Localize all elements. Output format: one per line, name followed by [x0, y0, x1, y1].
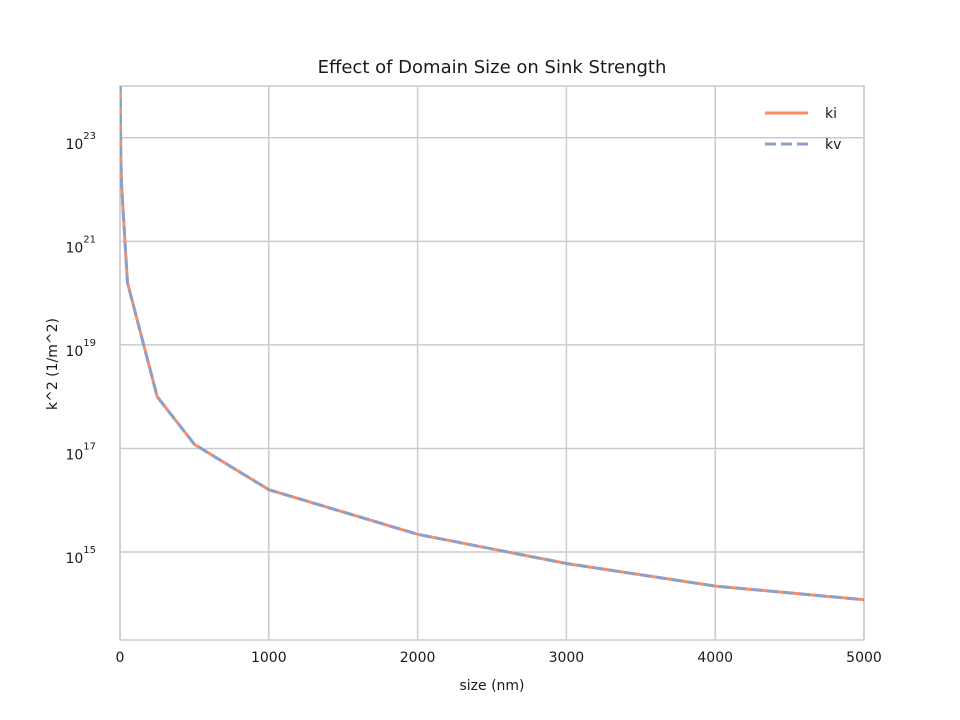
y-tick-label: 1015 [65, 545, 96, 567]
y-tick-label: 1023 [65, 131, 96, 153]
x-axis-label: size (nm) [459, 678, 524, 694]
tick-labels: 0 1000 2000 3000 4000 5000 1015 1017 1019 1021 102… [65, 131, 881, 666]
y-tick-label: 1019 [65, 338, 96, 360]
y-tick-label: 1017 [65, 441, 96, 463]
x-tick-label: 5000 [846, 650, 882, 666]
y-tick-label: 1021 [65, 234, 96, 256]
y-axis-label: k^2 (1/m^2) [45, 318, 61, 410]
x-tick-label: 2000 [400, 650, 436, 666]
x-tick-label: 3000 [549, 650, 585, 666]
plot-border [119, 85, 865, 641]
series-line-kv [120, 86, 864, 602]
chart-title: Effect of Domain Size on Sink Strength [318, 57, 667, 78]
legend-label-ki: ki [825, 106, 837, 122]
x-tick-label: 0 [116, 650, 125, 666]
grid-lines [119, 86, 865, 640]
x-tick-label: 1000 [251, 650, 287, 666]
x-tick-label: 4000 [697, 650, 733, 666]
series-lines [120, 86, 864, 602]
legend: ki kv [765, 106, 841, 153]
plot-frame [119, 85, 865, 641]
legend-label-kv: kv [825, 137, 841, 153]
series-line-ki [120, 86, 864, 602]
